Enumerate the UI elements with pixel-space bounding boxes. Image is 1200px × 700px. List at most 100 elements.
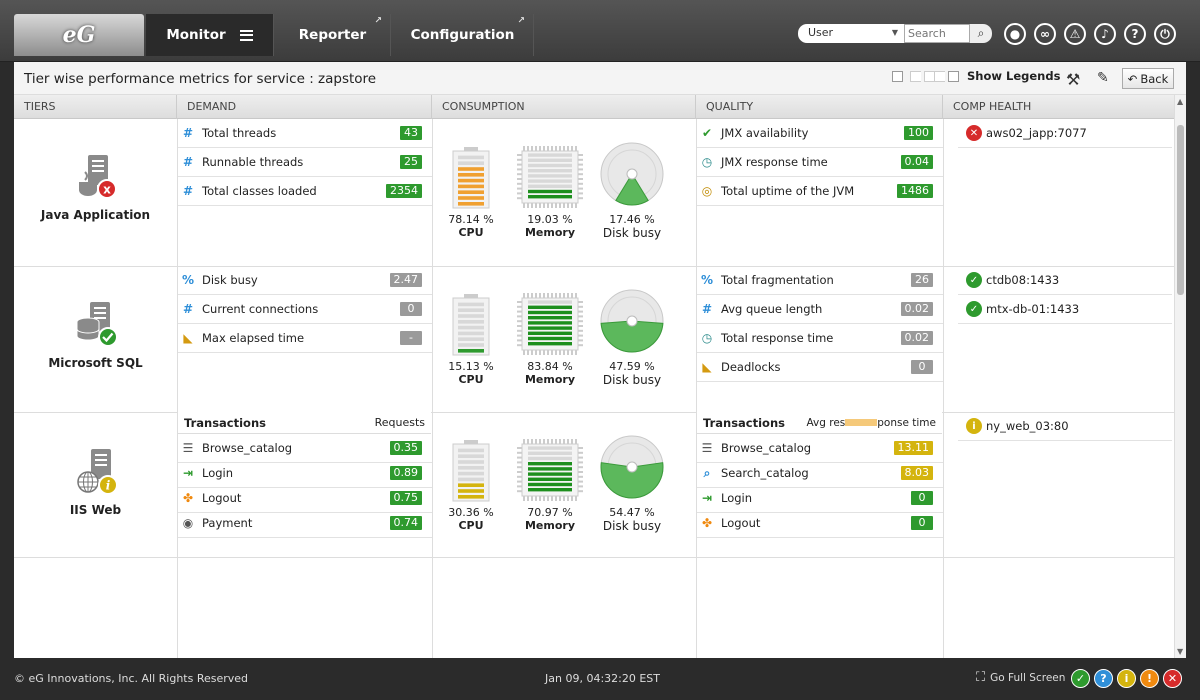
component-row[interactable]: ✕ aws02_japp:7077 bbox=[958, 119, 1172, 148]
full-screen-button[interactable]: ⛶ Go Full Screen bbox=[976, 670, 1065, 685]
disk-busy-gauge[interactable]: 54.47 % Disk busy bbox=[598, 434, 666, 533]
component-name[interactable]: ctdb08:1433 bbox=[986, 273, 1060, 287]
tier-microsoft-sql[interactable]: Microsoft SQL bbox=[14, 300, 177, 370]
disk-busy-gauge[interactable]: 47.59 % Disk busy bbox=[598, 288, 666, 387]
component-row[interactable]: ✓ mtx-db-01:1433 bbox=[958, 295, 1172, 324]
tier-name: IIS Web bbox=[69, 503, 122, 517]
demand-metric-row[interactable]: # Total threads 43 bbox=[178, 119, 432, 148]
demand-metric-row[interactable]: ✤ Logout 0.75 bbox=[178, 484, 432, 513]
component-name[interactable]: mtx-db-01:1433 bbox=[986, 302, 1080, 316]
quality-metric-row[interactable]: ◣ Deadlocks 0 bbox=[697, 353, 943, 382]
metric-value-badge[interactable]: 1486 bbox=[897, 184, 933, 198]
disk-pie-icon bbox=[600, 435, 664, 499]
critical-status-icon[interactable]: ✕ bbox=[1163, 669, 1182, 688]
tab-configuration[interactable]: Configuration ↗ bbox=[392, 14, 534, 56]
tier-iis-web[interactable]: i IIS Web bbox=[14, 447, 177, 517]
metric-value-badge[interactable]: 0.02 bbox=[900, 331, 933, 345]
metric-value-badge[interactable]: 100 bbox=[904, 126, 933, 140]
component-row[interactable]: ✓ ctdb08:1433 bbox=[958, 266, 1172, 295]
metric-value-badge[interactable]: 2354 bbox=[386, 184, 422, 198]
quality-metric-row[interactable]: ◎ Total uptime of the JVM 1486 bbox=[697, 177, 943, 206]
cpu-gauge[interactable]: 15.13 % CPU bbox=[444, 294, 498, 386]
bell-icon[interactable]: ♪ bbox=[1094, 23, 1116, 45]
quality-metric-row[interactable]: ◷ JMX response time 0.04 bbox=[697, 148, 943, 177]
quality-metric-row[interactable]: % Total fragmentation 26 bbox=[697, 266, 943, 295]
search-input[interactable] bbox=[904, 24, 970, 43]
legend-checkbox[interactable] bbox=[934, 71, 945, 82]
demand-metric-row[interactable]: # Current connections 0 bbox=[178, 295, 432, 324]
metric-value-badge[interactable]: 43 bbox=[400, 126, 422, 140]
edit-icon[interactable]: ✎ bbox=[1097, 70, 1109, 86]
tier-java-application[interactable]: x Java Application bbox=[14, 152, 177, 222]
metric-value-badge[interactable]: 0 bbox=[911, 491, 933, 505]
unknown-status-icon[interactable]: ? bbox=[1094, 669, 1113, 688]
demand-metric-row[interactable]: ⇥ Login 0.89 bbox=[178, 459, 432, 488]
warning-status-icon[interactable]: i bbox=[1117, 669, 1136, 688]
cpu-gauge[interactable]: 30.36 % CPU bbox=[444, 440, 498, 532]
disk-busy-gauge[interactable]: 17.46 % Disk busy bbox=[598, 141, 666, 240]
memory-gauge[interactable]: 83.84 % Memory bbox=[514, 292, 586, 386]
tab-reporter[interactable]: Reporter ↗ bbox=[275, 14, 391, 56]
vertical-scrollbar[interactable]: ▲ ▼ bbox=[1174, 95, 1186, 658]
quality-metric-row[interactable]: # Avg queue length 0.02 bbox=[697, 295, 943, 324]
demand-metric-row[interactable]: # Runnable threads 25 bbox=[178, 148, 432, 177]
eg-logo[interactable]: eG bbox=[14, 14, 144, 56]
component-row[interactable]: i ny_web_03:80 bbox=[958, 412, 1172, 441]
legend-checkbox[interactable] bbox=[892, 71, 903, 82]
metric-value-badge[interactable]: 0.35 bbox=[389, 441, 422, 455]
quality-metric-row[interactable]: ☰ Browse_catalog 13.11 bbox=[697, 434, 943, 463]
metric-value-badge[interactable]: 2.47 bbox=[389, 273, 422, 287]
chip-pin bbox=[543, 350, 545, 355]
quality-metric-row[interactable]: ✤ Logout 0 bbox=[697, 509, 943, 538]
quality-metric-row[interactable]: ◷ Total response time 0.02 bbox=[697, 324, 943, 353]
demand-metric-row[interactable]: ◉ Payment 0.74 bbox=[178, 509, 432, 538]
show-legends-label[interactable]: Show Legends bbox=[967, 69, 1061, 83]
metric-value-badge[interactable]: 0.74 bbox=[389, 516, 422, 530]
legend-checkbox[interactable] bbox=[910, 71, 921, 82]
memory-gauge[interactable]: 19.03 % Memory bbox=[514, 145, 586, 239]
alarm-icon[interactable]: ⚠ bbox=[1064, 23, 1086, 45]
quality-metric-row[interactable]: ⇥ Login 0 bbox=[697, 484, 943, 513]
metric-value-badge[interactable]: 13.11 bbox=[893, 441, 933, 455]
legend-checkbox[interactable] bbox=[948, 71, 959, 82]
user-icon[interactable]: ● bbox=[1004, 23, 1026, 45]
metric-value-badge[interactable]: 0 bbox=[400, 302, 422, 316]
scrollbar-thumb[interactable] bbox=[1177, 125, 1184, 295]
major-status-icon[interactable]: ! bbox=[1140, 669, 1159, 688]
metric-value-badge[interactable]: 0 bbox=[911, 516, 933, 530]
memory-level-bar bbox=[528, 300, 572, 304]
normal-status-icon[interactable]: ✓ bbox=[1071, 669, 1090, 688]
link-icon[interactable]: ∞ bbox=[1034, 23, 1056, 45]
memory-gauge[interactable]: 70.97 % Memory bbox=[514, 438, 586, 532]
help-icon[interactable]: ? bbox=[1124, 23, 1146, 45]
demand-metric-row[interactable]: ◣ Max elapsed time - bbox=[178, 324, 432, 353]
metric-value-badge[interactable]: 0.04 bbox=[900, 155, 933, 169]
component-name[interactable]: aws02_japp:7077 bbox=[986, 126, 1087, 140]
quality-metric-row[interactable]: ⌕ Search_catalog 8.03 bbox=[697, 459, 943, 488]
tools-icon[interactable]: ⚒ bbox=[1066, 70, 1081, 89]
search-icon[interactable]: ⌕ bbox=[970, 24, 992, 43]
metric-value-badge[interactable]: 26 bbox=[911, 273, 933, 287]
metric-value-badge[interactable]: 0.89 bbox=[389, 466, 422, 480]
quality-metric-row[interactable]: ✔ JMX availability 100 bbox=[697, 119, 943, 148]
metric-value-badge[interactable]: 0.02 bbox=[900, 302, 933, 316]
cpu-gauge[interactable]: 78.14 % CPU bbox=[444, 147, 498, 239]
hamburger-menu-icon[interactable] bbox=[239, 29, 253, 41]
demand-metric-row[interactable]: ☰ Browse_catalog 0.35 bbox=[178, 434, 432, 463]
legend-checkbox[interactable] bbox=[924, 71, 935, 82]
scroll-down-icon[interactable]: ▼ bbox=[1177, 647, 1184, 656]
chip-pin bbox=[547, 350, 549, 355]
metric-value-badge[interactable]: 0.75 bbox=[389, 491, 422, 505]
search-scope-select[interactable]: User ▼ bbox=[798, 24, 904, 43]
scroll-up-icon[interactable]: ▲ bbox=[1177, 97, 1184, 106]
back-button[interactable]: ↶ Back bbox=[1122, 68, 1174, 89]
metric-value-badge[interactable]: 0 bbox=[911, 360, 933, 374]
power-icon[interactable]: ⏻ bbox=[1154, 23, 1176, 45]
demand-metric-row[interactable]: # Total classes loaded 2354 bbox=[178, 177, 432, 206]
metric-value-badge[interactable]: - bbox=[400, 331, 422, 345]
component-name[interactable]: ny_web_03:80 bbox=[986, 419, 1069, 433]
tab-monitor[interactable]: Monitor bbox=[146, 14, 274, 56]
metric-value-badge[interactable]: 25 bbox=[400, 155, 422, 169]
demand-metric-row[interactable]: % Disk busy 2.47 bbox=[178, 266, 432, 295]
metric-value-badge[interactable]: 8.03 bbox=[900, 466, 933, 480]
